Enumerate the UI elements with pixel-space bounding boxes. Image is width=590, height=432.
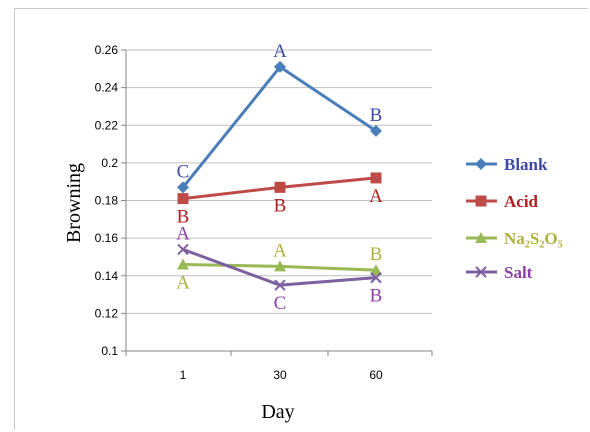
series-markers — [177, 60, 382, 291]
gridlines — [126, 49, 432, 314]
y-tick-label: 0.26 — [95, 43, 119, 57]
marker-triangle — [370, 264, 382, 276]
marker-triangle — [475, 232, 487, 243]
significance-letter: A — [273, 240, 287, 261]
axes — [121, 49, 433, 356]
significance-letter: A — [176, 223, 190, 244]
marker-triangle — [177, 258, 189, 270]
y-tick-label: 0.16 — [95, 231, 119, 245]
x-tick-label: 60 — [369, 368, 383, 382]
x-tick-label: 1 — [180, 368, 187, 382]
y-tick-label: 0.18 — [95, 194, 119, 208]
y-tick-label: 0.2 — [101, 156, 118, 170]
marker-x — [370, 271, 382, 284]
tick-labels: 0.1 0.12 0.14 0.16 0.18 0.2 0.22 0.24 0.26 1 30 60 — [95, 43, 383, 382]
significance-letter: B — [274, 195, 287, 216]
marker-x-stroke — [177, 243, 189, 256]
chart-frame — [14, 8, 588, 430]
significance-letter: B — [370, 244, 383, 265]
significance-letter: C — [177, 161, 190, 182]
y-axis-title: Browning — [63, 163, 85, 243]
marker-diamond — [274, 60, 286, 73]
y-tick-label: 0.12 — [95, 306, 119, 320]
y-tick-label: 0.24 — [95, 81, 119, 95]
marker-diamond — [370, 124, 382, 137]
significance-letter: B — [370, 105, 383, 126]
marker-x-stroke — [475, 266, 487, 278]
marker-square — [177, 193, 189, 205]
legend-label: Blank — [504, 155, 548, 174]
marker-square — [475, 195, 487, 207]
y-tick-label: 0.22 — [95, 118, 119, 132]
y-tick-label: 0.1 — [101, 344, 118, 358]
significance-letter: A — [176, 272, 190, 293]
marker-x — [274, 279, 286, 291]
significance-letter: C — [274, 293, 287, 314]
series-line — [181, 65, 377, 189]
legend-label: Acid — [504, 192, 539, 211]
legend: Blank Acid Na₂S₂O₅ Salt — [466, 155, 563, 282]
marker-x-stroke — [274, 279, 286, 291]
significance-letter: B — [177, 207, 190, 228]
significance-letter: B — [370, 286, 383, 307]
marker-diamond — [177, 181, 189, 194]
significance-letter: A — [273, 41, 287, 62]
legend-label: Na₂S₂O₅ — [504, 229, 563, 248]
marker-square — [370, 172, 382, 184]
x-axis-title: Day — [261, 401, 294, 423]
marker-x — [177, 243, 189, 256]
marker-x-stroke — [370, 271, 382, 284]
y-tick-label: 0.14 — [95, 269, 119, 283]
marker-diamond — [475, 158, 487, 170]
significance-letter: A — [369, 186, 383, 207]
x-tick-label: 30 — [273, 368, 287, 382]
legend-label: Salt — [504, 263, 533, 282]
marker-square — [274, 181, 286, 193]
marker-triangle — [274, 260, 286, 272]
marker-x — [475, 266, 487, 278]
